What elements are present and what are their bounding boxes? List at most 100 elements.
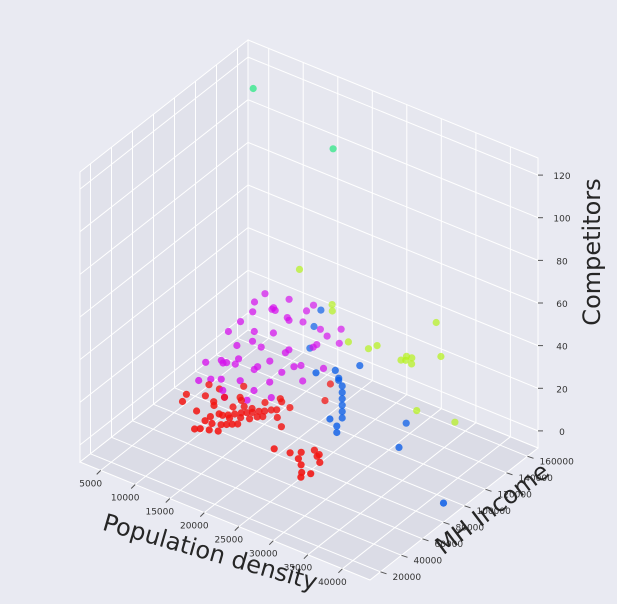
y-tick-label: 140000 (519, 474, 554, 484)
data-point (286, 404, 294, 412)
data-point (261, 398, 269, 407)
data-point (408, 354, 416, 362)
data-point (338, 408, 346, 416)
y-tick-4 (464, 505, 471, 509)
data-point (277, 423, 285, 431)
data-point (309, 343, 317, 351)
data-point (333, 428, 341, 437)
data-point (285, 316, 293, 324)
y-grid-floor-7 (237, 337, 528, 457)
y-tick-label: 100000 (477, 507, 512, 517)
data-point (246, 415, 254, 423)
z-grid-left-3 (79, 184, 249, 318)
data-point (333, 422, 341, 430)
data-point (249, 308, 257, 316)
data-point (335, 339, 343, 347)
data-point (321, 397, 329, 405)
data-point (273, 413, 281, 422)
data-point (210, 401, 218, 410)
y-tick-label: 60000 (435, 540, 464, 550)
data-point (235, 355, 243, 363)
data-point (373, 342, 381, 350)
data-point (219, 359, 227, 367)
data-point (278, 368, 286, 376)
x-tick-label: 20000 (180, 522, 209, 532)
data-point (220, 393, 229, 401)
data-point (267, 394, 275, 402)
data-point (217, 375, 225, 383)
data-point (208, 419, 216, 428)
data-point (439, 499, 448, 507)
data-point (259, 413, 267, 421)
data-point (254, 363, 262, 371)
data-point (224, 327, 232, 336)
y-tick-label: 120000 (498, 490, 533, 500)
x-tick-label: 40000 (318, 578, 347, 588)
data-point (191, 425, 199, 433)
data-point (236, 377, 244, 385)
chart-points (178, 84, 459, 507)
z-grid-right-4 (247, 141, 539, 261)
data-point (205, 426, 213, 434)
data-point (202, 358, 210, 366)
z-grid-right-1 (247, 269, 539, 389)
x-grid-floor-2 (169, 366, 339, 499)
x-tick-2 (165, 498, 171, 503)
data-point (402, 419, 410, 427)
data-point (207, 375, 215, 383)
data-point (237, 396, 245, 404)
data-point (299, 377, 307, 385)
data-point (236, 318, 245, 326)
x-grid-floor-6 (307, 422, 477, 556)
data-point (231, 410, 239, 418)
data-point (193, 407, 201, 415)
data-point (285, 346, 293, 354)
y-grid-floor-4 (174, 387, 465, 507)
data-point (299, 318, 307, 326)
data-point (323, 332, 331, 340)
data-point (237, 414, 245, 422)
data-point (266, 378, 274, 386)
data-point (234, 420, 242, 428)
data-point (250, 298, 259, 306)
data-point (335, 376, 343, 384)
data-point (250, 327, 258, 336)
y-grid-floor-1 (111, 436, 402, 556)
data-point (432, 318, 440, 327)
x-tick-1 (130, 484, 136, 489)
y-grid-floor-5 (195, 370, 486, 490)
data-point (307, 470, 315, 478)
y-tick-2 (422, 538, 429, 542)
data-point (273, 406, 281, 414)
data-point (225, 414, 234, 422)
data-point (219, 386, 227, 394)
data-point (261, 290, 269, 298)
data-point (267, 406, 275, 414)
data-point (290, 363, 298, 371)
z-grid-left-4 (79, 142, 249, 275)
data-point (297, 448, 305, 456)
x-grid-floor-1 (134, 352, 304, 485)
data-point (338, 414, 346, 422)
chart-panes (79, 38, 539, 581)
data-point (337, 325, 345, 333)
data-point (344, 338, 352, 346)
z-grid-left-6 (79, 56, 249, 190)
data-point (338, 395, 346, 403)
data-point (312, 369, 320, 377)
y-tick-label: 40000 (414, 556, 443, 566)
x-tick-7 (338, 568, 343, 574)
data-point (356, 362, 364, 370)
data-point (248, 337, 257, 345)
data-point (228, 420, 236, 428)
x-tick-label: 25000 (214, 536, 243, 546)
data-point (294, 455, 302, 463)
data-point (250, 386, 258, 395)
data-point (286, 449, 294, 457)
x-grid-floor-5 (272, 408, 442, 542)
z-grid-left-1 (79, 269, 249, 403)
data-point (295, 265, 304, 273)
y-tick-7 (527, 455, 534, 459)
